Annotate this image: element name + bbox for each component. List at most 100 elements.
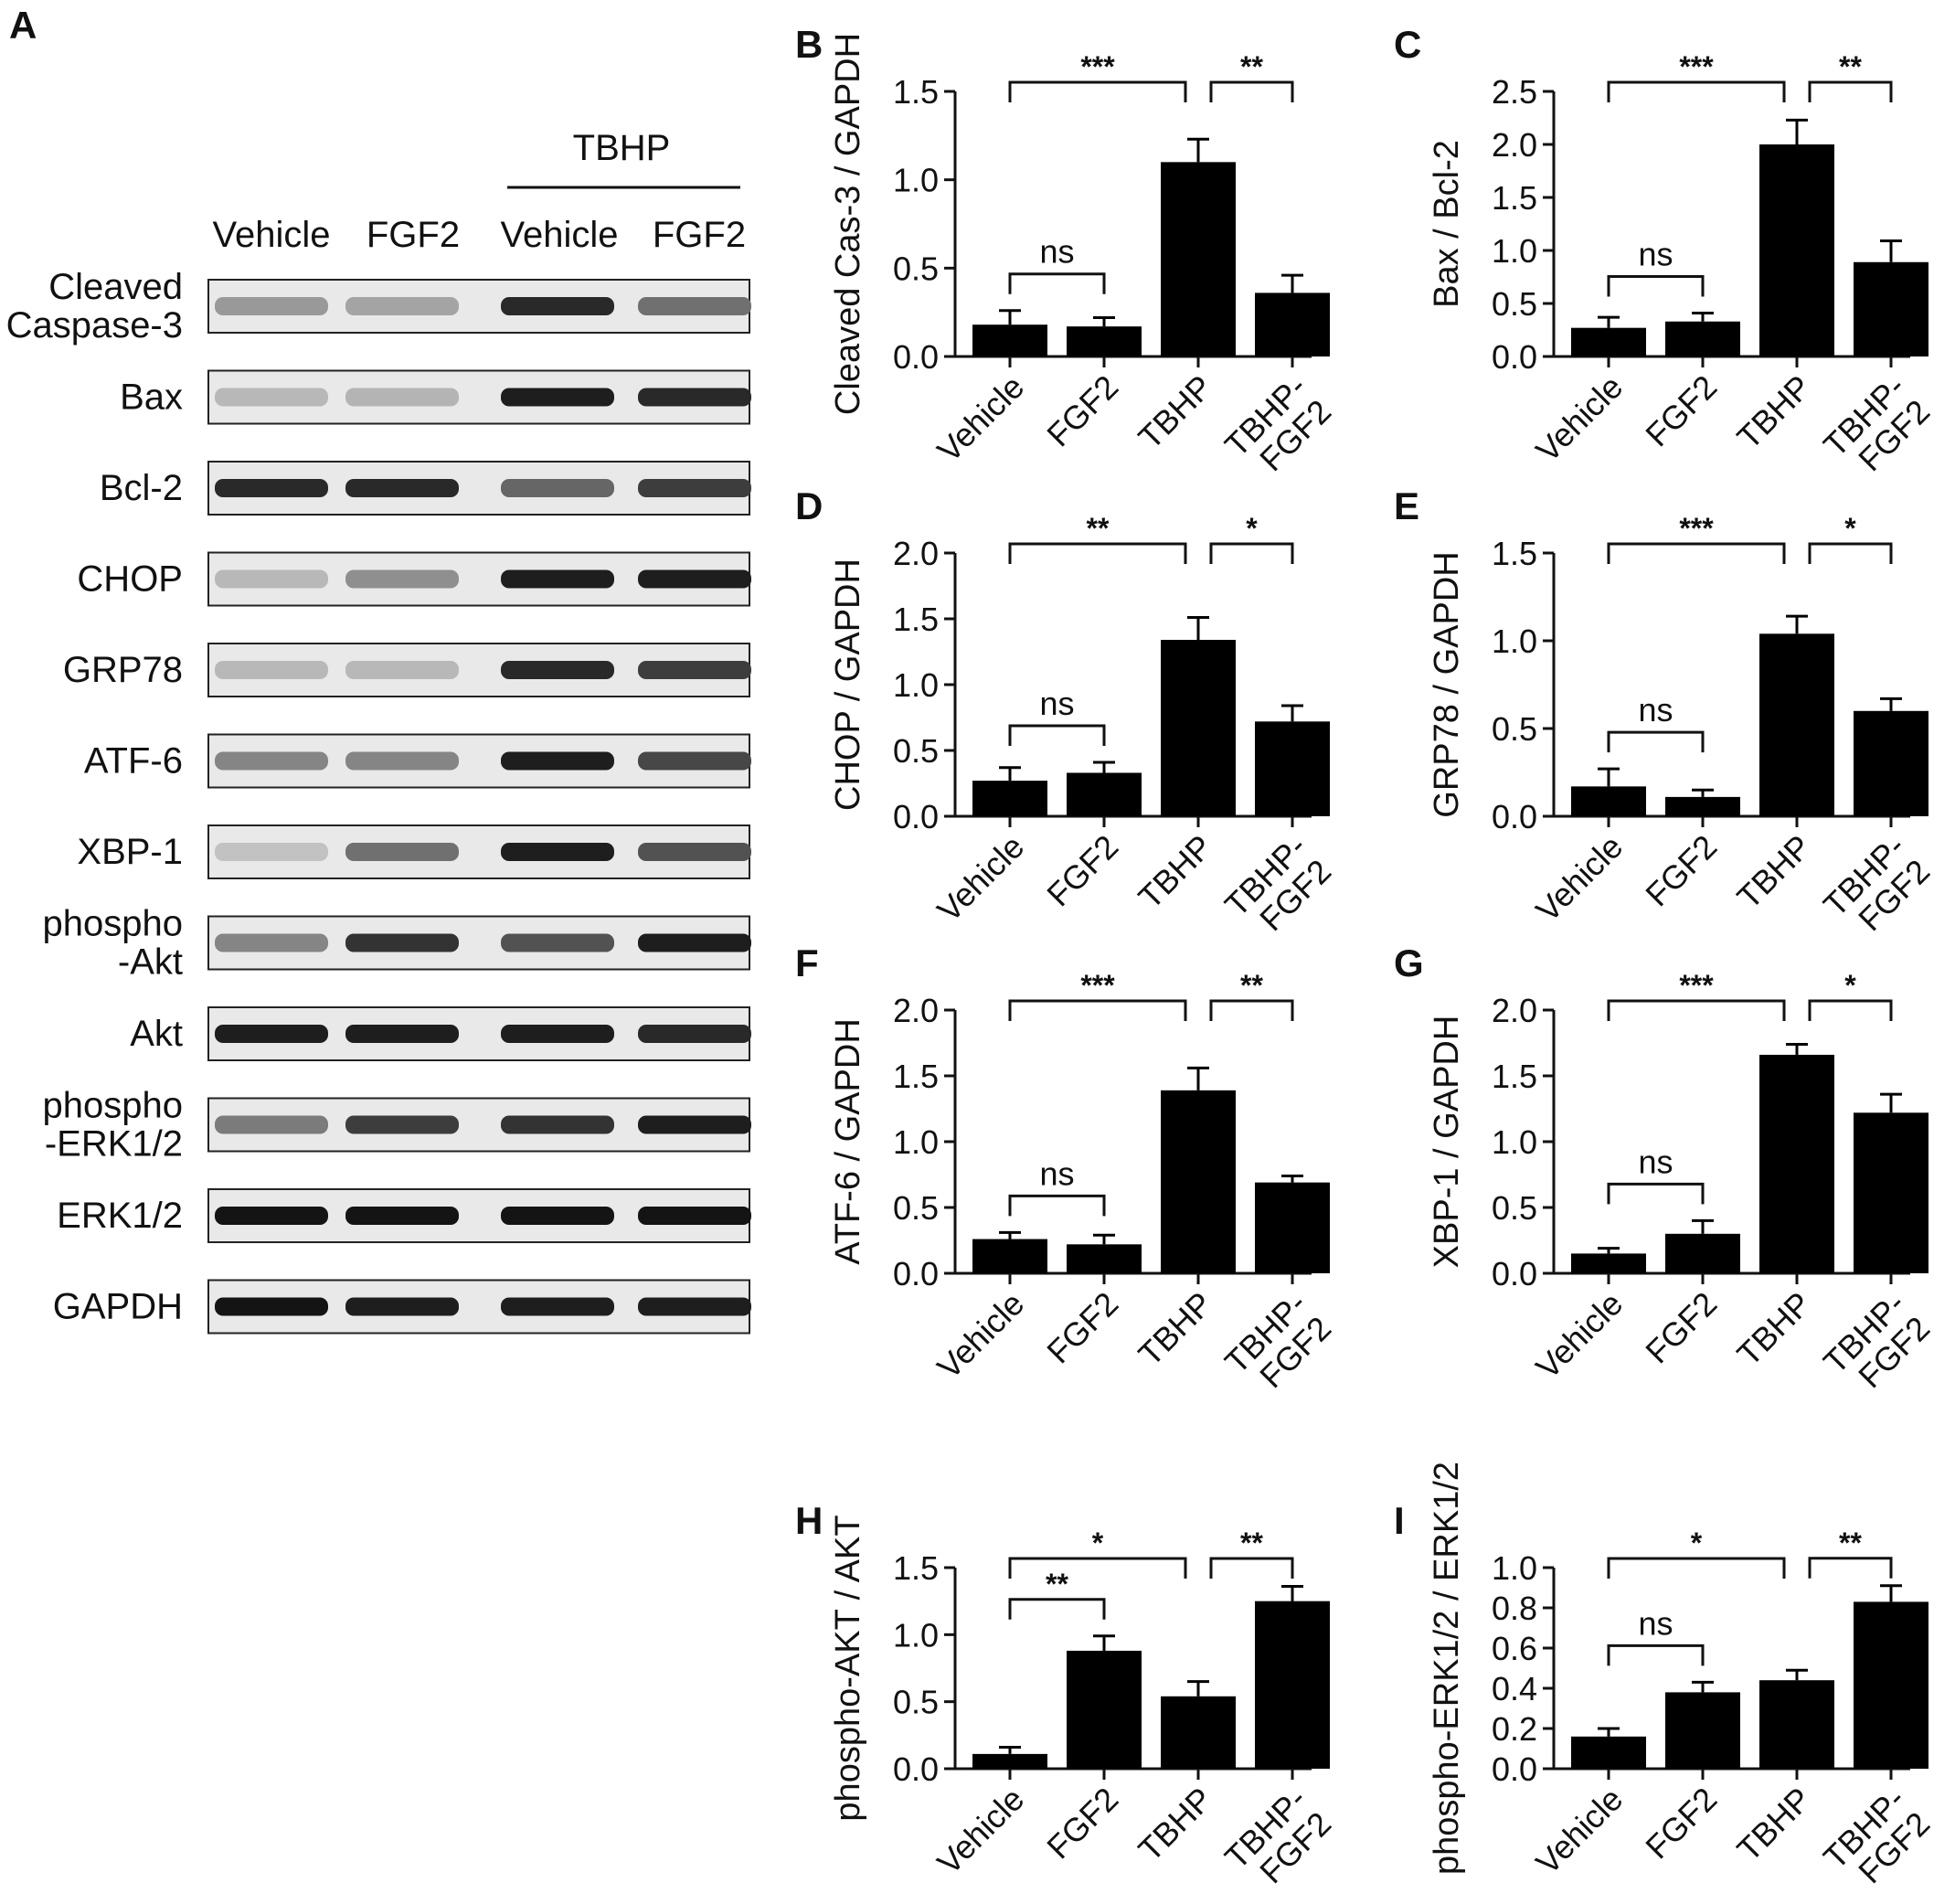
blot-band-1 (345, 933, 459, 952)
y-tick-label: 0.4 (1492, 1670, 1537, 1707)
x-tick-label-3: TBHP-FGF2 (1217, 827, 1338, 948)
blot-band-0 (215, 661, 328, 679)
y-tick-label: 0.0 (893, 798, 939, 835)
chart-F: F 0.0 0.5 1.0 1.5 2.0 ATF-6 / GAPDH Vehicle FGF2… (795, 941, 1338, 1395)
significance-bracket-1: *** (1607, 512, 1786, 564)
x-tick-label-line: Vehicle (930, 1284, 1031, 1386)
bar-3 (1255, 1601, 1330, 1769)
significance-bracket-1: *** (1008, 50, 1187, 102)
x-tick-label-line: Vehicle (1528, 1284, 1630, 1386)
significance-label: ns (1638, 235, 1673, 272)
bracket-line (1607, 1557, 1786, 1579)
significance-label: * (1691, 1526, 1703, 1559)
y-tick-label: 1.0 (1492, 1549, 1537, 1587)
bar-charts: B 0.0 0.5 1.0 1.5 Cleaved Cas-3 / GAPDH Vehicl… (795, 23, 1937, 1900)
significance-label: ** (1087, 512, 1110, 545)
blot-label: GRP78 (63, 650, 183, 690)
significance-bracket-2: * (1808, 969, 1893, 1021)
x-tick-label-line: Vehicle (930, 827, 1031, 929)
blot-band-0 (215, 1297, 328, 1316)
significance-label: ** (1240, 969, 1263, 1002)
bracket-line (1008, 272, 1106, 294)
bracket-line (1607, 1182, 1705, 1205)
blot-band-0 (215, 933, 328, 952)
chart-H: H 0.0 0.5 1.0 1.5 phospho-AKT / AKT Vehicle FGF… (795, 1499, 1338, 1890)
significance-label: ns (1039, 1154, 1074, 1192)
significance-label: ** (1839, 1526, 1862, 1559)
significance-bracket-0: ns (1008, 685, 1106, 746)
x-tick-label-0: Vehicle (1528, 827, 1630, 929)
significance-label: ns (1638, 1604, 1673, 1642)
bracket-line (1808, 542, 1893, 564)
significance-bracket-1: *** (1607, 50, 1786, 102)
y-tick-label: 0.5 (893, 732, 939, 770)
blot-band-3 (638, 1025, 751, 1043)
blot-label: GAPDH (53, 1287, 183, 1327)
x-tick-label-line: FGF2 (1039, 827, 1125, 913)
blot-band-1 (345, 751, 459, 771)
blot-label: -Akt (118, 942, 183, 983)
blot-band-2 (501, 933, 614, 952)
bar-2 (1161, 1090, 1236, 1273)
bar-1 (1665, 796, 1740, 816)
blot-band-0 (215, 751, 328, 771)
significance-bracket-0: ns (1008, 233, 1106, 294)
blot-band-1 (345, 388, 459, 407)
blot-band-0 (215, 297, 328, 315)
bar-2 (1161, 1696, 1236, 1769)
blot-band-0 (215, 1115, 328, 1134)
bracket-line (1209, 542, 1294, 564)
blot-band-2 (501, 479, 614, 497)
x-tick-label-line: FGF2 (1638, 367, 1724, 453)
y-tick-label: 1.5 (893, 601, 939, 638)
y-tick-label: 0.2 (1492, 1710, 1537, 1748)
blot-row-6: XBP-1 (77, 824, 751, 879)
x-tick-label-0: Vehicle (1528, 1780, 1630, 1881)
x-tick-label-3: TBHP-FGF2 (1816, 1780, 1937, 1900)
blot-label: ERK1/2 (57, 1196, 183, 1236)
bracket-line (1209, 999, 1294, 1021)
y-tick-label: 2.0 (893, 535, 939, 572)
blot-label: phospho (43, 904, 183, 944)
bar-2 (1759, 1680, 1834, 1769)
y-tick-label: 0.0 (1492, 1750, 1537, 1788)
significance-bracket-2: * (1209, 512, 1294, 564)
x-tick-label-line: FGF2 (1638, 827, 1724, 913)
significance-label: ns (1638, 691, 1673, 729)
chart-C: C 0.0 0.5 1.0 1.5 2.0 2.5 Bax / Bcl-2 Vehicle FGF… (1394, 23, 1937, 478)
y-tick-label: 2.0 (893, 992, 939, 1029)
significance-label: *** (1679, 512, 1714, 545)
bar-0 (972, 1753, 1047, 1769)
blot-band-2 (501, 661, 614, 679)
chart-letter: G (1394, 941, 1424, 984)
significance-label: * (1844, 969, 1856, 1002)
blot-row-2: Bcl-2 (100, 461, 751, 516)
blot-row-4: GRP78 (63, 643, 751, 697)
bar-1 (1665, 321, 1740, 356)
blot-band-0 (215, 1207, 328, 1225)
bar-3 (1854, 1112, 1928, 1273)
blot-band-3 (638, 388, 751, 407)
bar-0 (972, 781, 1047, 816)
significance-bracket-0: ns (1607, 1604, 1705, 1666)
bar-2 (1759, 1054, 1834, 1273)
blot-band-3 (638, 1115, 751, 1134)
significance-bracket-2: ** (1808, 1526, 1893, 1579)
bar-2 (1759, 633, 1834, 816)
y-tick-label: 0.5 (1492, 285, 1537, 323)
bar-3 (1854, 710, 1928, 816)
y-tick-label: 2.0 (1492, 992, 1537, 1029)
blot-band-2 (501, 569, 614, 589)
blot-row-8: Akt (130, 1006, 751, 1061)
x-tick-label-1: FGF2 (1039, 827, 1125, 913)
y-tick-label: 1.0 (893, 162, 939, 199)
bracket-line (1607, 999, 1786, 1021)
x-tick-label-line: Vehicle (1528, 1780, 1630, 1881)
bar-3 (1854, 261, 1928, 356)
bar-0 (972, 1239, 1047, 1273)
bar-1 (1067, 1650, 1142, 1769)
y-tick-label: 0.0 (1492, 1255, 1537, 1292)
blot-label: CHOP (77, 559, 183, 600)
